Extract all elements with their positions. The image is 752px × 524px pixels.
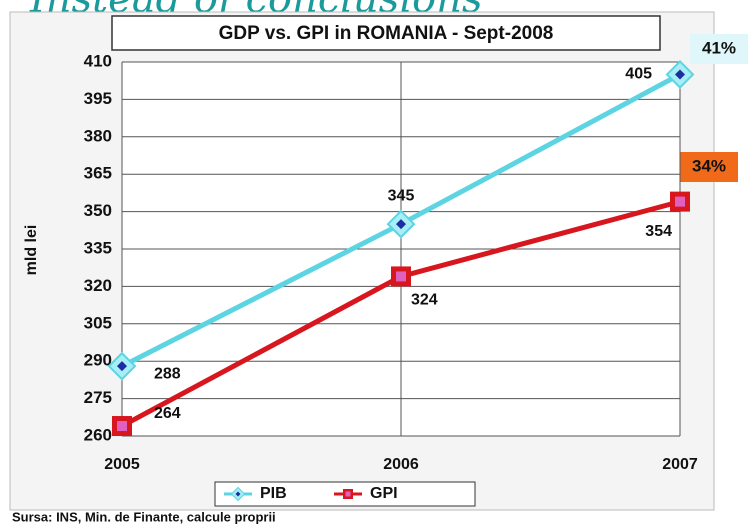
y-tick-label: 290 <box>84 351 112 370</box>
y-tick-label: 335 <box>84 238 112 257</box>
y-axis-label: mld lei <box>23 225 40 276</box>
y-tick-label: 365 <box>84 164 112 183</box>
marker-core <box>675 196 685 207</box>
chart-title: GDP vs. GPI in ROMANIA - Sept-2008 <box>219 23 554 44</box>
marker-core <box>345 491 351 497</box>
source-note: Sursa: INS, Min. de Finante, calcule pro… <box>12 509 276 524</box>
annotation-box <box>680 152 738 182</box>
x-tick-label: 2007 <box>662 456 698 473</box>
marker-core <box>396 271 406 282</box>
x-tick-label: 2006 <box>383 456 419 473</box>
value-label: 405 <box>625 66 652 83</box>
marker-core <box>235 491 241 497</box>
y-tick-label: 275 <box>84 388 112 407</box>
marker-core <box>396 219 406 230</box>
y-tick-label: 350 <box>84 201 112 220</box>
y-tick-label: 260 <box>84 425 112 444</box>
x-tick-label: 2005 <box>104 456 140 473</box>
value-label: 264 <box>154 405 181 422</box>
marker-core <box>675 69 685 80</box>
y-tick-label: 395 <box>84 89 112 108</box>
y-tick-label: 320 <box>84 276 112 295</box>
legend-label: PIB <box>260 485 287 502</box>
y-tick-label: 305 <box>84 313 112 332</box>
value-label: 345 <box>388 187 415 204</box>
value-label: 324 <box>411 292 438 309</box>
value-label: 288 <box>154 365 181 382</box>
annotation: 41% <box>702 38 736 57</box>
title-box <box>111 15 661 51</box>
y-tick-label: 410 <box>84 51 112 70</box>
y-tick-label: 380 <box>84 126 112 145</box>
annotation: 34% <box>692 156 726 175</box>
value-label: 354 <box>645 223 672 240</box>
marker-core <box>117 421 127 432</box>
annotation-box <box>690 34 748 64</box>
legend-label: GPI <box>370 485 398 502</box>
marker-core <box>117 361 127 372</box>
